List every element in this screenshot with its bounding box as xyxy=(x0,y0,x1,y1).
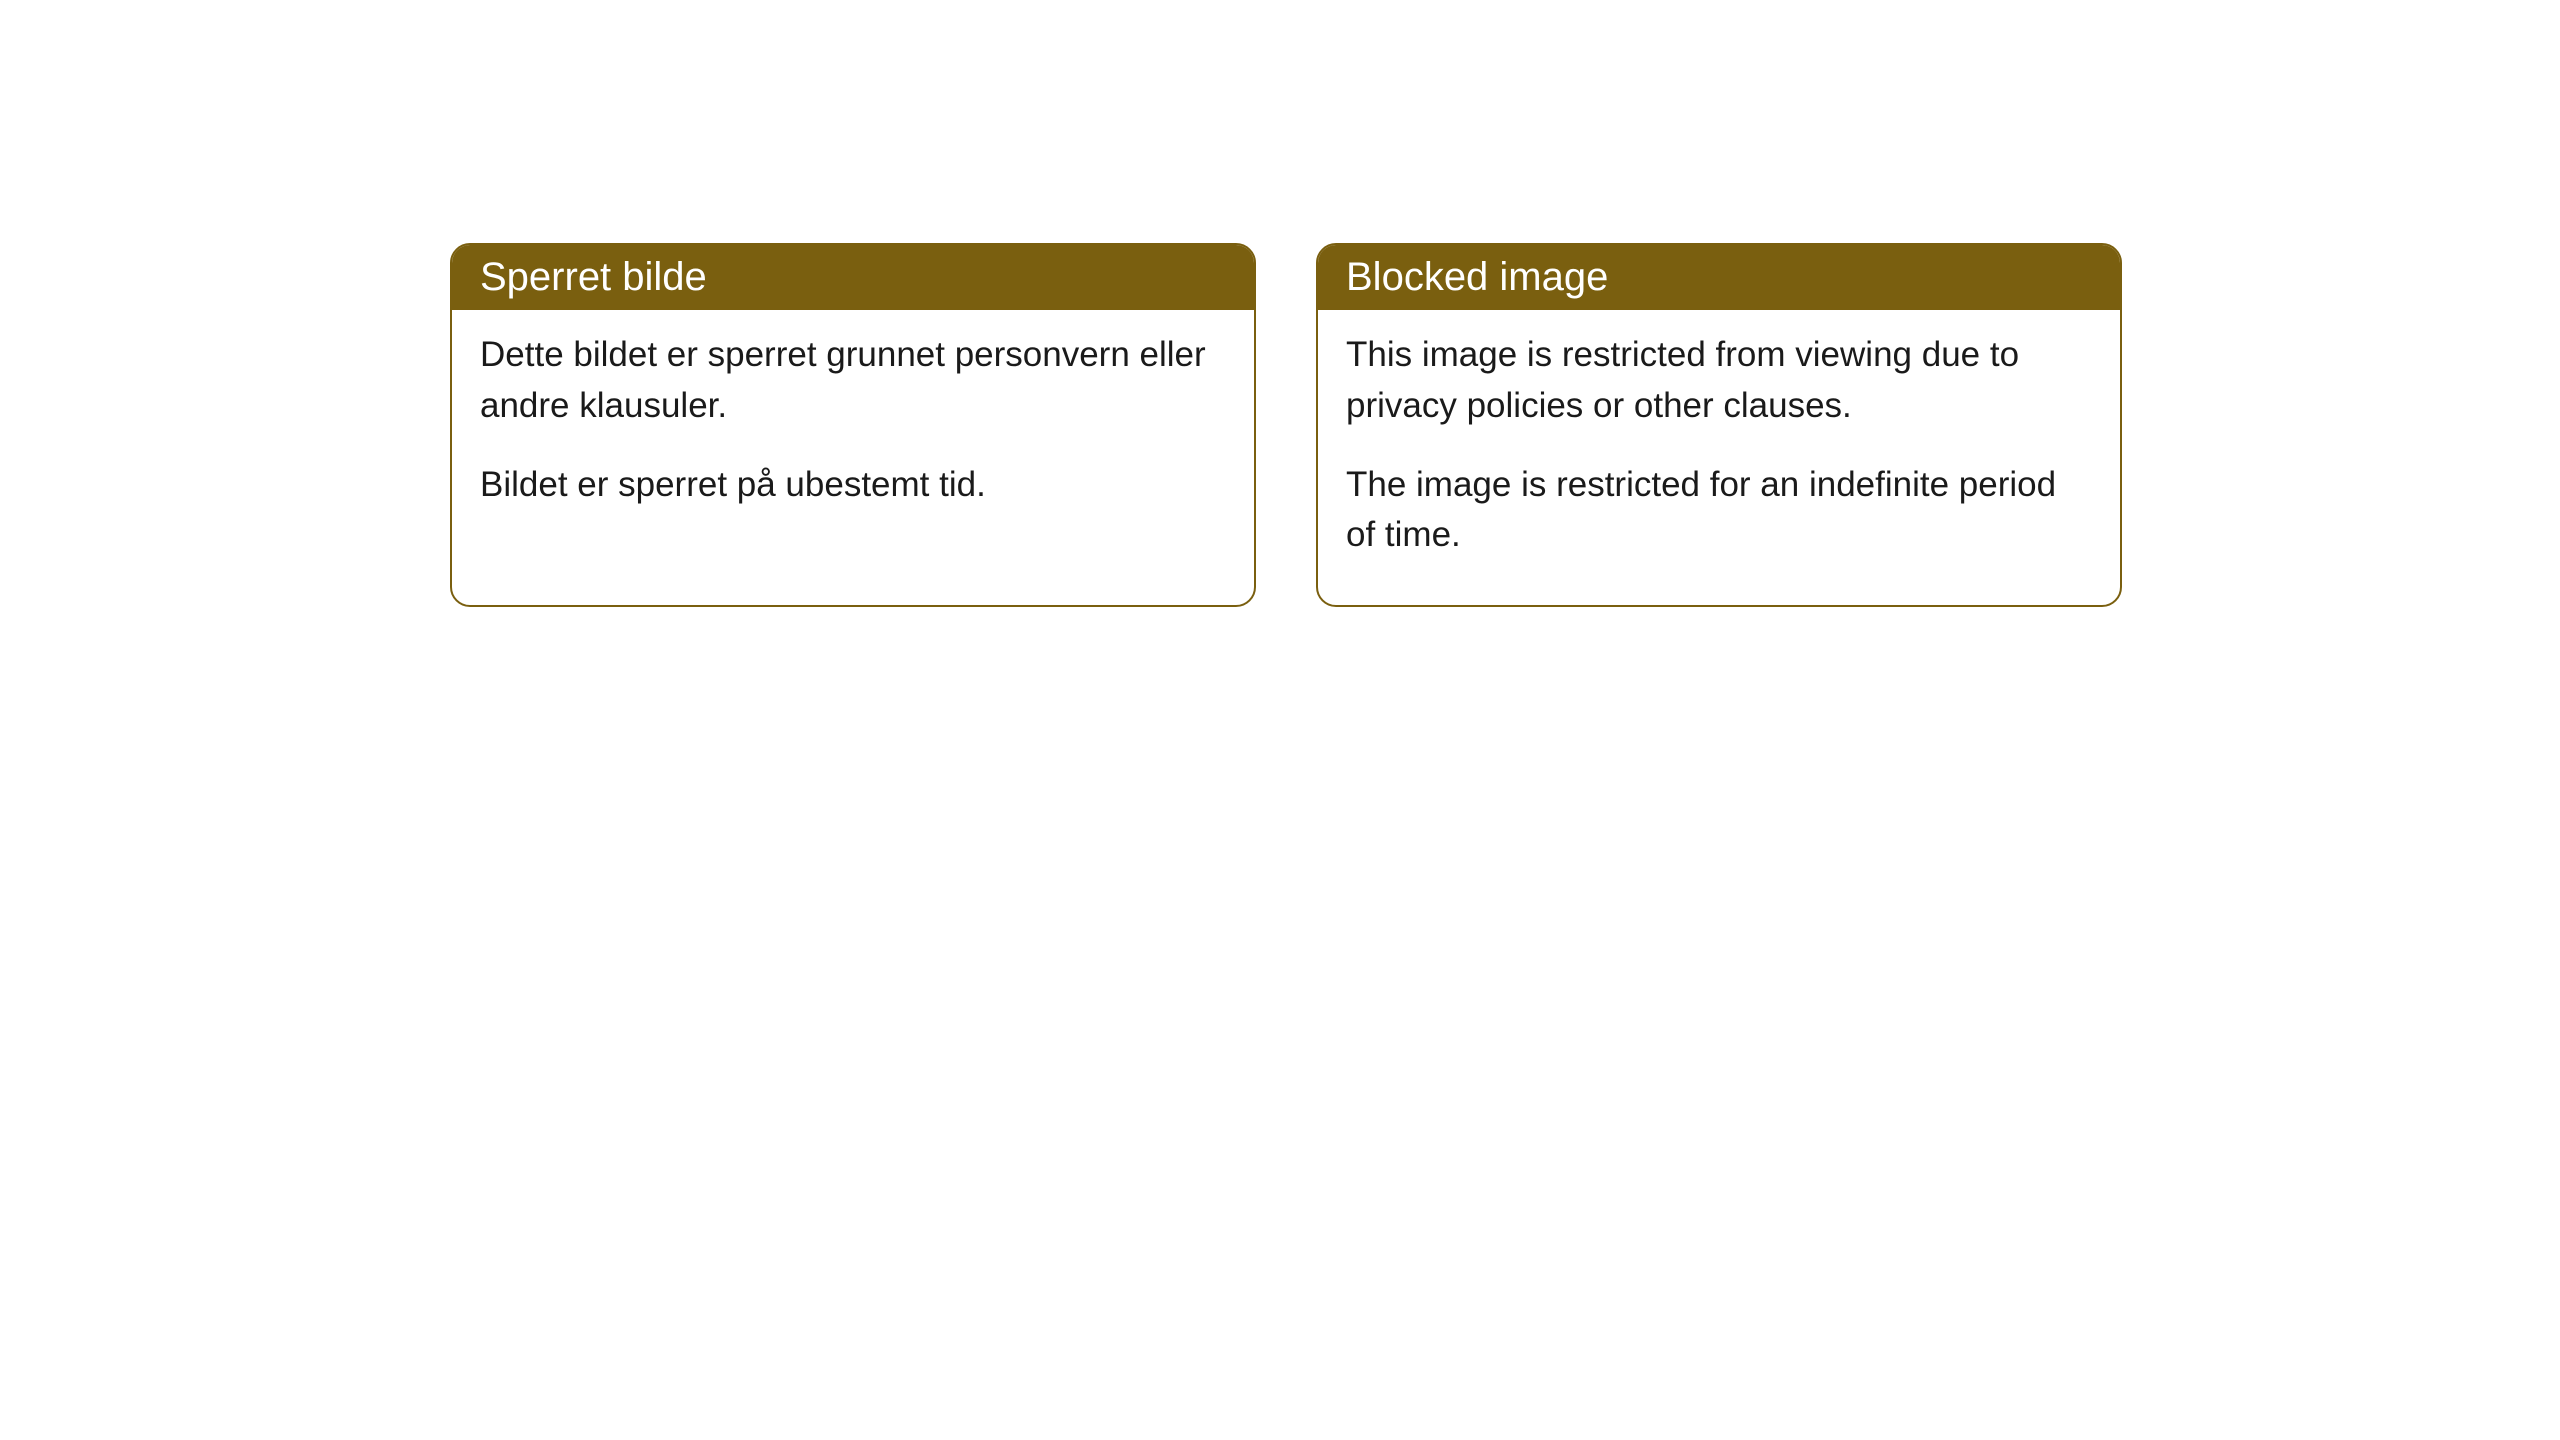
card-paragraph-en-2: The image is restricted for an indefinit… xyxy=(1346,460,2092,562)
card-paragraph-no-1: Dette bildet er sperret grunnet personve… xyxy=(480,330,1226,432)
card-title-en: Blocked image xyxy=(1346,255,1608,299)
notice-cards-container: Sperret bilde Dette bildet er sperret gr… xyxy=(0,0,2560,607)
card-body-no: Dette bildet er sperret grunnet personve… xyxy=(452,310,1254,554)
card-header-en: Blocked image xyxy=(1318,245,2120,310)
card-paragraph-en-1: This image is restricted from viewing du… xyxy=(1346,330,2092,432)
card-title-no: Sperret bilde xyxy=(480,255,707,299)
card-body-en: This image is restricted from viewing du… xyxy=(1318,310,2120,605)
blocked-image-card-en: Blocked image This image is restricted f… xyxy=(1316,243,2122,607)
card-header-no: Sperret bilde xyxy=(452,245,1254,310)
card-paragraph-no-2: Bildet er sperret på ubestemt tid. xyxy=(480,460,1226,511)
blocked-image-card-no: Sperret bilde Dette bildet er sperret gr… xyxy=(450,243,1256,607)
